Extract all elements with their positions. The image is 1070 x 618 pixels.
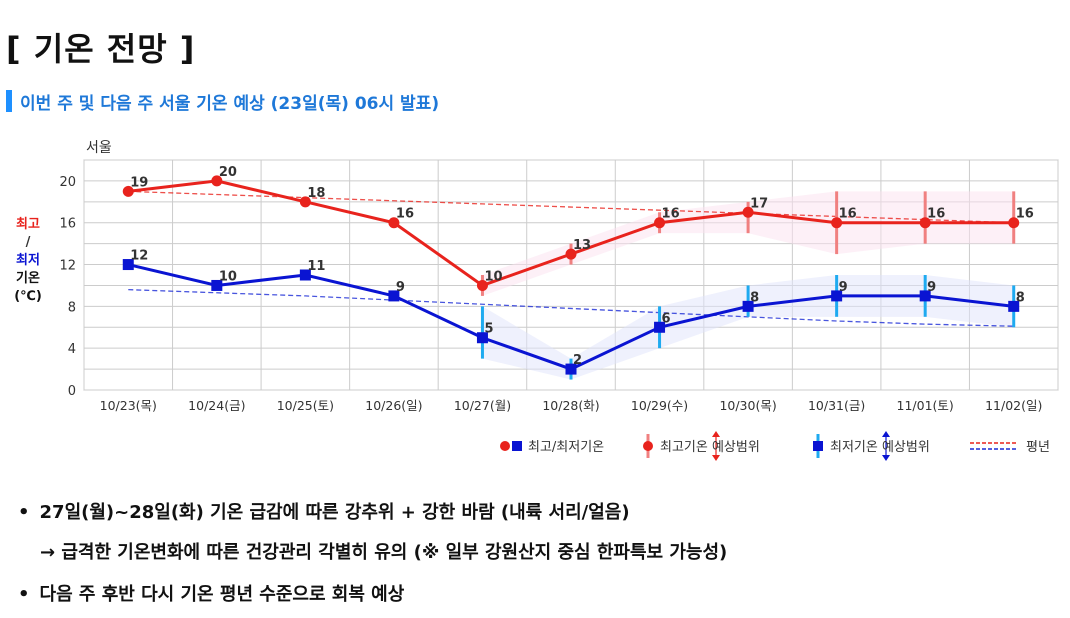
low-temp-data-label: 8: [750, 290, 759, 305]
high-temp-data-label: 10: [484, 269, 502, 284]
x-tick-label: 10/24(금): [188, 398, 245, 413]
legend-high-marker: [500, 441, 510, 451]
low-temp-data-label: 12: [130, 249, 148, 264]
high-temp-point: [122, 185, 134, 197]
low-temp-point: [742, 300, 754, 312]
low-temp-point: [919, 290, 931, 302]
legend-label: 평년: [1026, 440, 1050, 455]
x-tick-label: 11/01(토): [897, 398, 954, 413]
y-tick-label: 20: [59, 175, 76, 190]
high-temp-data-label: 16: [1016, 207, 1034, 222]
low-temp-data-label: 2: [573, 353, 582, 368]
low-range-band: [482, 275, 1014, 380]
high-temp-point: [919, 217, 931, 229]
x-tick-label: 10/28(화): [542, 398, 599, 413]
note-bullet-1-text: 27일(월)~28일(화) 기온 급감에 따른 강추위 + 강한 바람 (내륙 …: [39, 502, 630, 523]
y-tick-label: 4: [68, 342, 76, 357]
low-temp-data-label: 6: [662, 311, 671, 326]
high-temp-point: [565, 248, 577, 260]
x-tick-label: 10/31(금): [808, 398, 865, 413]
legend-low-range-arrow-head: [882, 431, 890, 437]
x-tick-label: 10/29(수): [631, 398, 688, 413]
y-tick-label: 12: [59, 259, 76, 274]
legend-label: 최저기온 예상범위: [830, 440, 930, 455]
note-bullet-2-text: 다음 주 후반 다시 기온 평년 수준으로 회복 예상: [39, 584, 405, 605]
high-temp-data-label: 19: [130, 175, 148, 190]
high-temp-point: [388, 217, 400, 229]
high-temp-data-label: 16: [396, 207, 414, 222]
normal-low-line: [128, 288, 1014, 327]
x-tick-label: 10/30(목): [719, 398, 776, 413]
x-tick-label: 10/26(일): [365, 398, 422, 413]
low-temp-point: [299, 269, 311, 281]
note-bullet-1-sub: → 급격한 기온변화에 따른 건강관리 각별히 유의 (※ 일부 강원산지 중심…: [40, 542, 728, 563]
low-temp-data-label: 5: [484, 322, 493, 337]
note-bullet-1: • 27일(월)~28일(화) 기온 급감에 따른 강추위 + 강한 바람 (내륙…: [18, 498, 630, 524]
high-temp-data-label: 13: [573, 238, 591, 253]
legend-high-range-arrow-head: [712, 431, 720, 437]
low-temp-point: [1008, 300, 1020, 312]
chart-subtitle: 이번 주 및 다음 주 서울 기온 예상 (23일(목) 06시 발표): [20, 93, 440, 114]
legend-low-range-arrow-head: [882, 455, 890, 461]
low-temp-point: [211, 279, 223, 291]
high-temp-point: [1008, 217, 1020, 229]
low-temp-data-label: 10: [219, 269, 237, 284]
legend-label: 최고/최저기온: [528, 440, 604, 455]
high-temp-data-label: 16: [927, 207, 945, 222]
high-temp-data-label: 16: [839, 207, 857, 222]
bullet-dot: •: [18, 502, 30, 523]
legend-low-marker: [512, 441, 522, 451]
x-tick-label: 10/25(토): [277, 398, 334, 413]
low-temp-data-label: 11: [307, 259, 325, 274]
y-axis-label-line: 최저: [16, 253, 40, 268]
low-temp-data-label: 9: [839, 280, 848, 295]
high-temp-data-label: 18: [307, 186, 325, 201]
y-tick-label: 16: [59, 217, 76, 232]
low-temp-point: [565, 363, 577, 375]
low-temp-point: [654, 321, 666, 333]
high-temp-data-label: 20: [219, 165, 237, 180]
low-temp-data-label: 8: [1016, 290, 1025, 305]
high-temp-point: [299, 196, 311, 208]
low-temp-data-label: 9: [396, 280, 405, 295]
subtitle-accent-bar: [6, 90, 12, 112]
high-temp-data-label: 16: [662, 207, 680, 222]
legend-low-range-marker: [813, 441, 823, 451]
normal-high-line: [128, 190, 1014, 224]
high-temp-point: [831, 217, 843, 229]
legend-label: 최고기온 예상범위: [660, 440, 760, 455]
high-temp-point: [476, 279, 488, 291]
station-label: 서울: [86, 140, 112, 156]
low-temp-point: [831, 290, 843, 302]
legend-high-range-marker: [643, 441, 653, 451]
bullet-dot: •: [18, 584, 30, 605]
y-axis-label-line: (℃): [14, 289, 42, 304]
high-temp-point: [742, 206, 754, 218]
y-tick-label: 8: [68, 300, 76, 315]
x-tick-label: 10/27(월): [454, 398, 511, 413]
high-temp-data-label: 17: [750, 196, 768, 211]
low-temp-point: [476, 332, 488, 344]
low-temp-point: [388, 290, 400, 302]
page-title: [ 기온 전망 ]: [6, 30, 196, 68]
note-bullet-2: • 다음 주 후반 다시 기온 평년 수준으로 회복 예상: [18, 580, 404, 606]
x-tick-label: 11/02(일): [985, 398, 1042, 413]
legend-high-range-arrow-head: [712, 455, 720, 461]
low-temp-data-label: 9: [927, 280, 936, 295]
y-tick-label: 0: [68, 384, 76, 399]
temperature-chart: 0 4 8 12 16 20 10/23(목) 10/24(금) 10/25(토) 10/26(일…: [14, 140, 1059, 461]
y-axis-label-line: 기온: [16, 271, 40, 286]
x-tick-label: 10/23(목): [100, 398, 157, 413]
low-temp-point: [122, 259, 134, 271]
y-axis-label-line: /: [26, 235, 31, 250]
high-temp-point: [211, 175, 223, 187]
y-axis-label-line: 최고: [16, 217, 40, 232]
subtitle-row: 이번 주 및 다음 주 서울 기온 예상 (23일(목) 06시 발표): [6, 88, 439, 114]
high-temp-point: [654, 217, 666, 229]
